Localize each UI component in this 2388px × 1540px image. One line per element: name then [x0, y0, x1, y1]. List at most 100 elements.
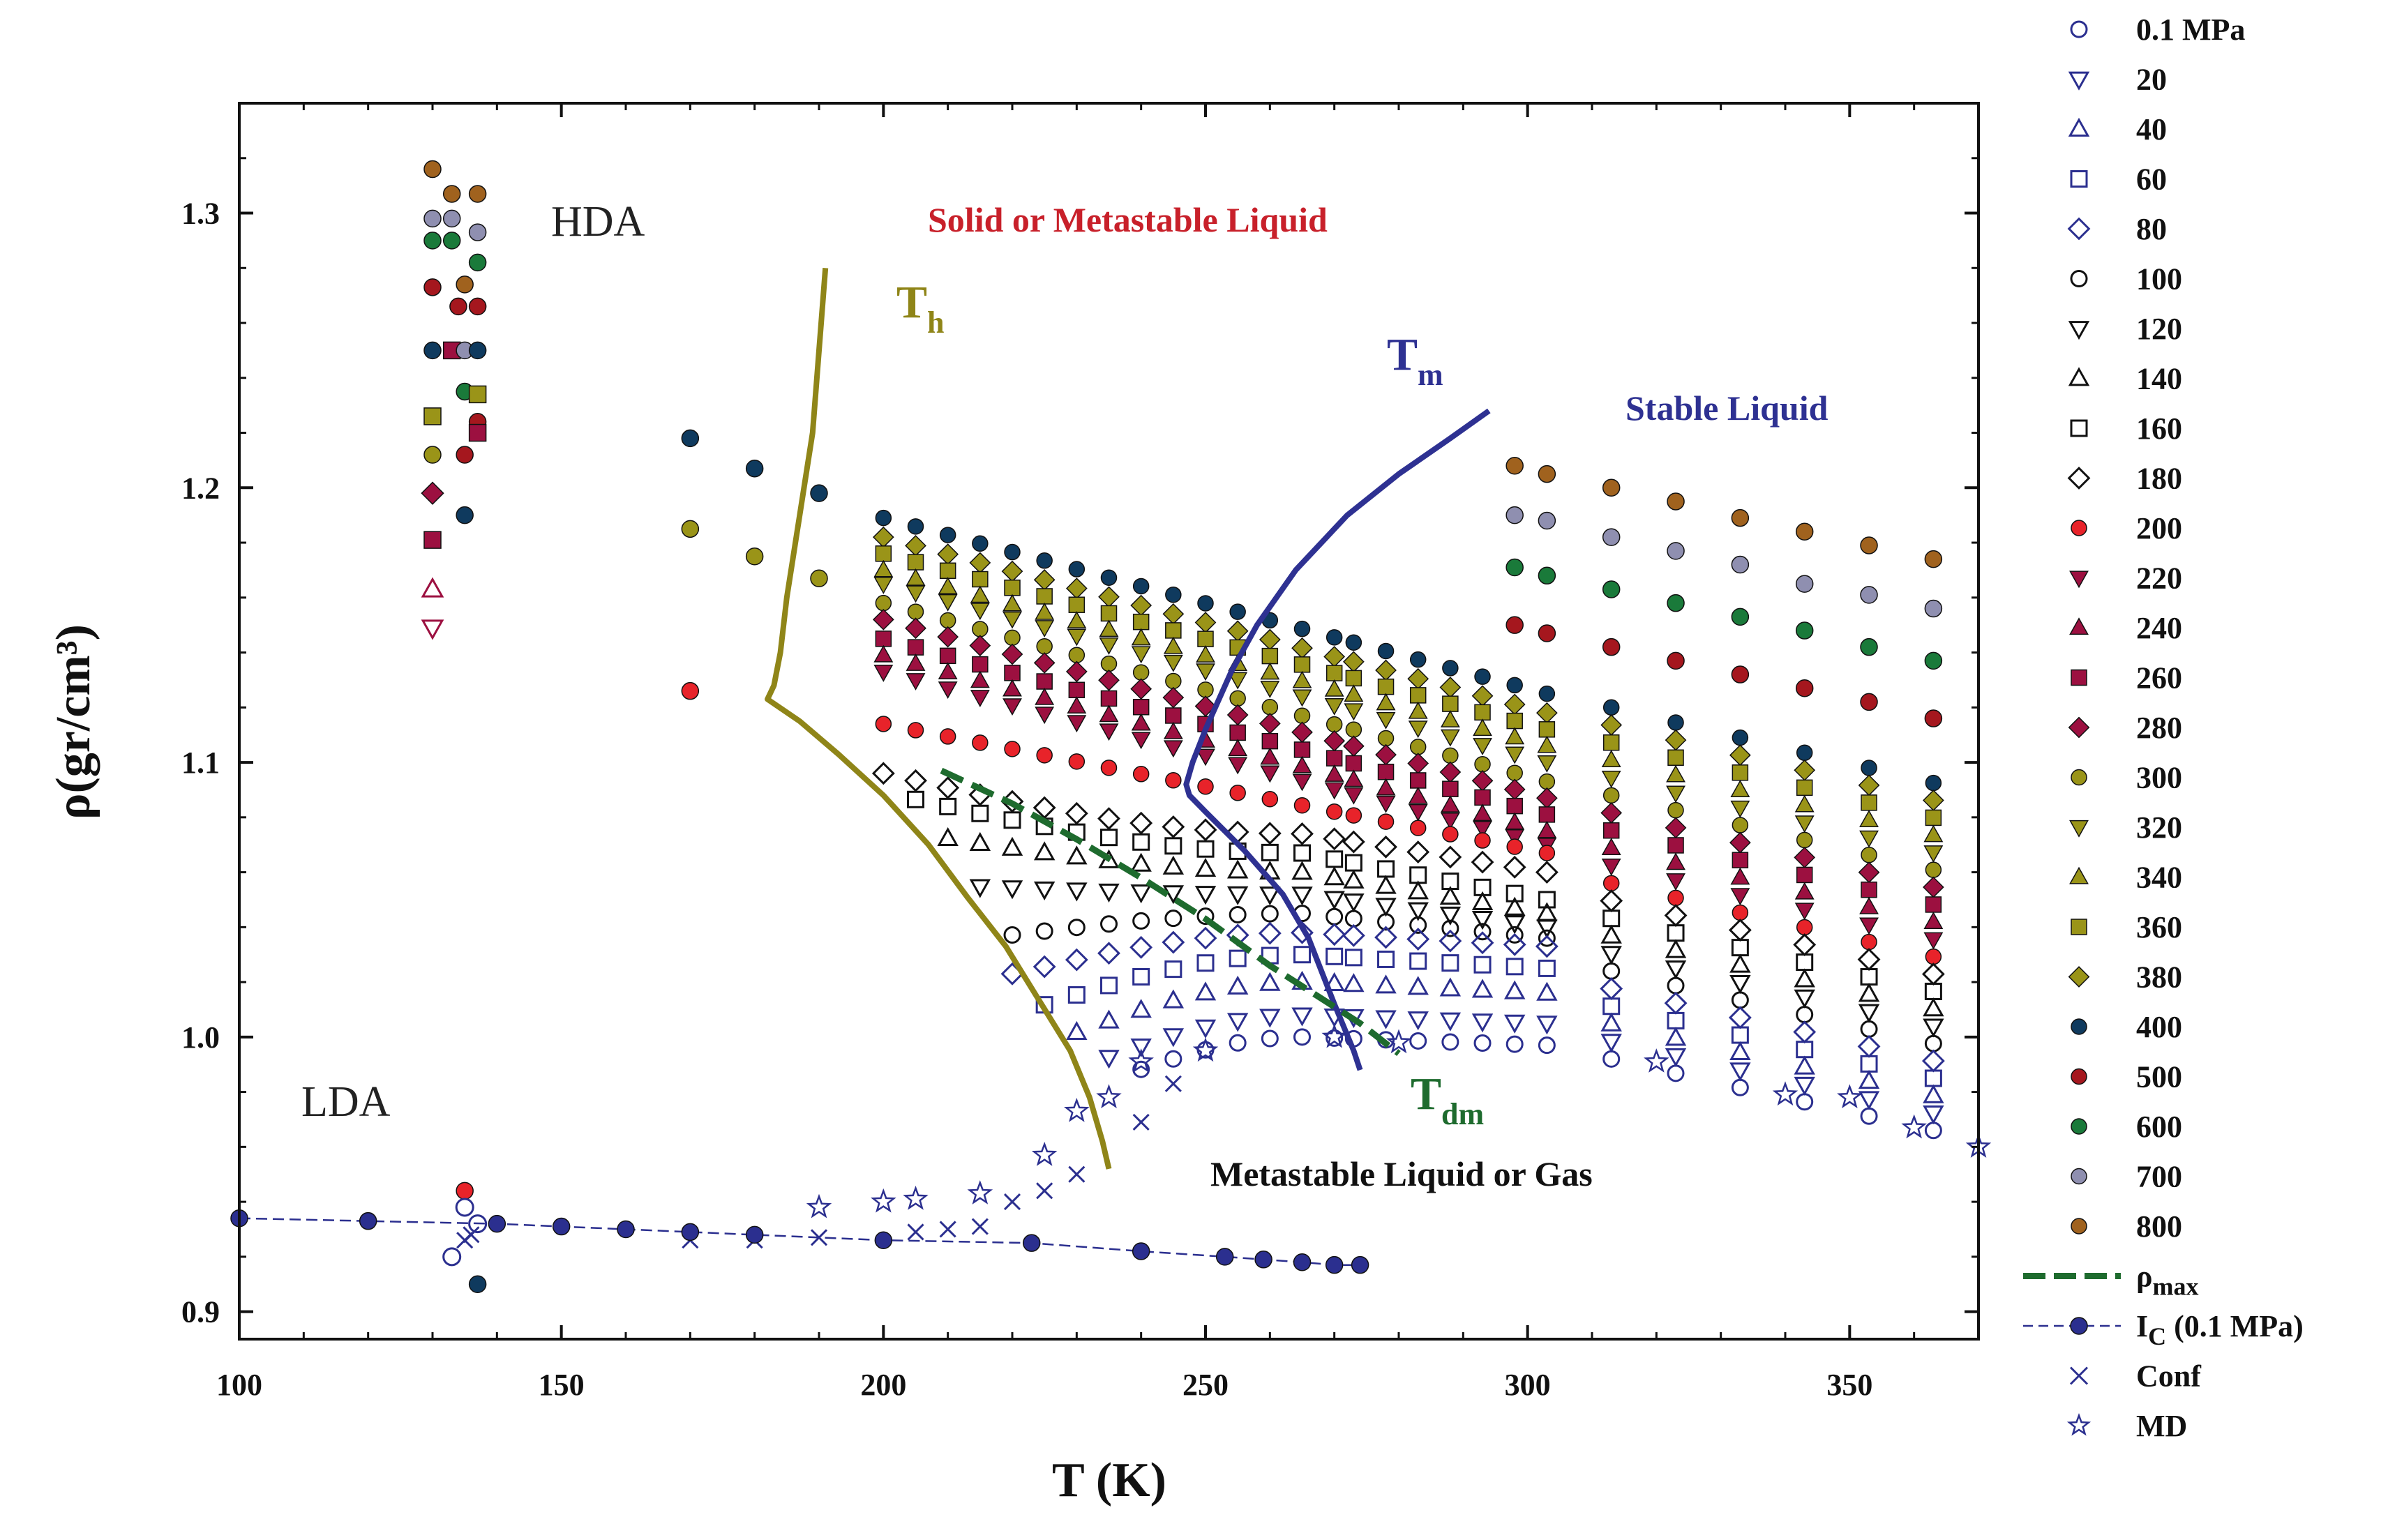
- legend-label: 200: [2136, 511, 2182, 545]
- isobar-marker: [971, 804, 989, 822]
- x-tick-label: 100: [216, 1368, 262, 1402]
- isobar-marker: [1666, 852, 1685, 870]
- isobar-marker: [1600, 889, 1623, 912]
- isobar-marker: [1194, 818, 1217, 842]
- isobar-marker: [1036, 747, 1053, 764]
- isobar-marker: [1004, 665, 1021, 681]
- isobar-marker: [1439, 761, 1462, 783]
- hda-marker: [442, 209, 461, 228]
- hda-marker: [442, 232, 461, 250]
- isobar-marker: [906, 673, 926, 690]
- legend-marker: [2068, 966, 2090, 988]
- legend-label-main: ρ: [2136, 1260, 2153, 1294]
- isobar-marker: [1163, 636, 1183, 654]
- legend-marker: [2069, 571, 2089, 589]
- ic-marker: [488, 1214, 506, 1233]
- isobar-marker: [1731, 991, 1749, 1009]
- isobar-marker: [1537, 735, 1557, 753]
- isobar-marker: [1002, 594, 1022, 612]
- isobar-marker: [1474, 789, 1491, 806]
- isobar-marker: [1601, 771, 1621, 788]
- isobar-marker: [1537, 755, 1557, 773]
- isobar-marker: [1002, 679, 1022, 697]
- isobar-marker: [1323, 923, 1346, 946]
- isobar-marker: [1165, 622, 1182, 639]
- isobar-marker: [905, 617, 926, 640]
- isobar-marker: [1860, 1055, 1878, 1073]
- isobar-marker: [1407, 667, 1429, 690]
- legend-label: IC (0.1 MPa): [2136, 1309, 2304, 1350]
- isobar-marker: [1164, 909, 1182, 928]
- isobar-marker: [1503, 855, 1526, 879]
- md-marker: [806, 1193, 832, 1218]
- md-marker: [1386, 1029, 1412, 1054]
- isobar-marker: [1407, 753, 1429, 774]
- isobar-marker: [1099, 619, 1119, 637]
- isobar-marker: [1406, 840, 1430, 863]
- isobar-marker: [906, 653, 926, 671]
- isobar-marker: [1923, 790, 1944, 811]
- isobar-marker: [1667, 1011, 1685, 1029]
- isobar-marker: [1261, 843, 1279, 861]
- tm-curve: [1183, 408, 1491, 1071]
- isobar-marker: [1291, 886, 1313, 906]
- isobar-marker: [1925, 896, 1942, 913]
- isobar-marker: [1439, 886, 1462, 905]
- conf-marker: [939, 1221, 956, 1238]
- isobar-marker: [1261, 732, 1279, 750]
- isobar-marker: [1377, 813, 1395, 830]
- legend-marker: [2071, 1218, 2087, 1235]
- isobar-marker: [1729, 1062, 1751, 1082]
- isobar-marker: [1538, 1036, 1556, 1055]
- isobar-marker: [1292, 689, 1312, 707]
- hda-marker: [456, 446, 474, 464]
- isobar-marker: [1474, 832, 1491, 849]
- isotherm-marker: [745, 459, 764, 478]
- isobar-marker: [1923, 1018, 1944, 1038]
- isobar-marker: [1100, 760, 1118, 776]
- isobar-marker: [1229, 690, 1246, 707]
- conf-marker: [907, 1223, 924, 1241]
- isobar-marker: [1600, 946, 1622, 965]
- legend-marker: [2067, 217, 2091, 241]
- md-marker: [1644, 1048, 1669, 1073]
- x-tick-label: 300: [1505, 1368, 1551, 1402]
- isobar-marker: [972, 621, 989, 637]
- isobar-marker: [1261, 905, 1279, 923]
- isobar-marker: [939, 647, 956, 665]
- isobar-marker: [1505, 1035, 1524, 1053]
- isobar-marker: [1794, 794, 1815, 813]
- legend-marker: [2070, 170, 2088, 188]
- isobar-marker: [1098, 1009, 1120, 1029]
- isobar-marker: [1226, 859, 1249, 879]
- isobar-marker: [1731, 607, 1750, 626]
- isobar-marker: [1260, 681, 1280, 698]
- isobar-marker: [1732, 904, 1749, 921]
- ic-marker: [681, 1223, 700, 1241]
- legend-marker: [2070, 419, 2088, 437]
- isobar-marker: [1667, 594, 1685, 612]
- isobar-marker: [1002, 698, 1022, 716]
- isobar-marker: [1665, 1027, 1687, 1046]
- conf-marker: [1068, 1165, 1086, 1183]
- isobar-marker: [1409, 739, 1427, 755]
- isobar-marker: [1538, 566, 1556, 585]
- isobar-marker: [1538, 773, 1556, 790]
- isobar-marker: [1602, 962, 1621, 980]
- isobar-marker: [970, 690, 990, 707]
- legend-label: MD: [2136, 1409, 2187, 1443]
- isobar-marker: [1343, 735, 1365, 757]
- isobar-marker: [1344, 909, 1362, 928]
- isobar-marker: [1471, 931, 1494, 955]
- isobar-marker: [1860, 968, 1878, 986]
- isobar-marker: [1067, 986, 1086, 1004]
- isobar-marker: [1226, 1013, 1249, 1032]
- isobar-marker: [1226, 704, 1249, 726]
- isobar-marker: [1473, 718, 1492, 737]
- isobar-marker: [1503, 980, 1526, 999]
- isobar-marker: [1858, 1070, 1880, 1089]
- legend-label: 700: [2136, 1160, 2182, 1194]
- isobar-marker: [1923, 876, 1944, 898]
- isobar-marker: [1861, 847, 1877, 863]
- isobar-marker: [1925, 948, 1942, 965]
